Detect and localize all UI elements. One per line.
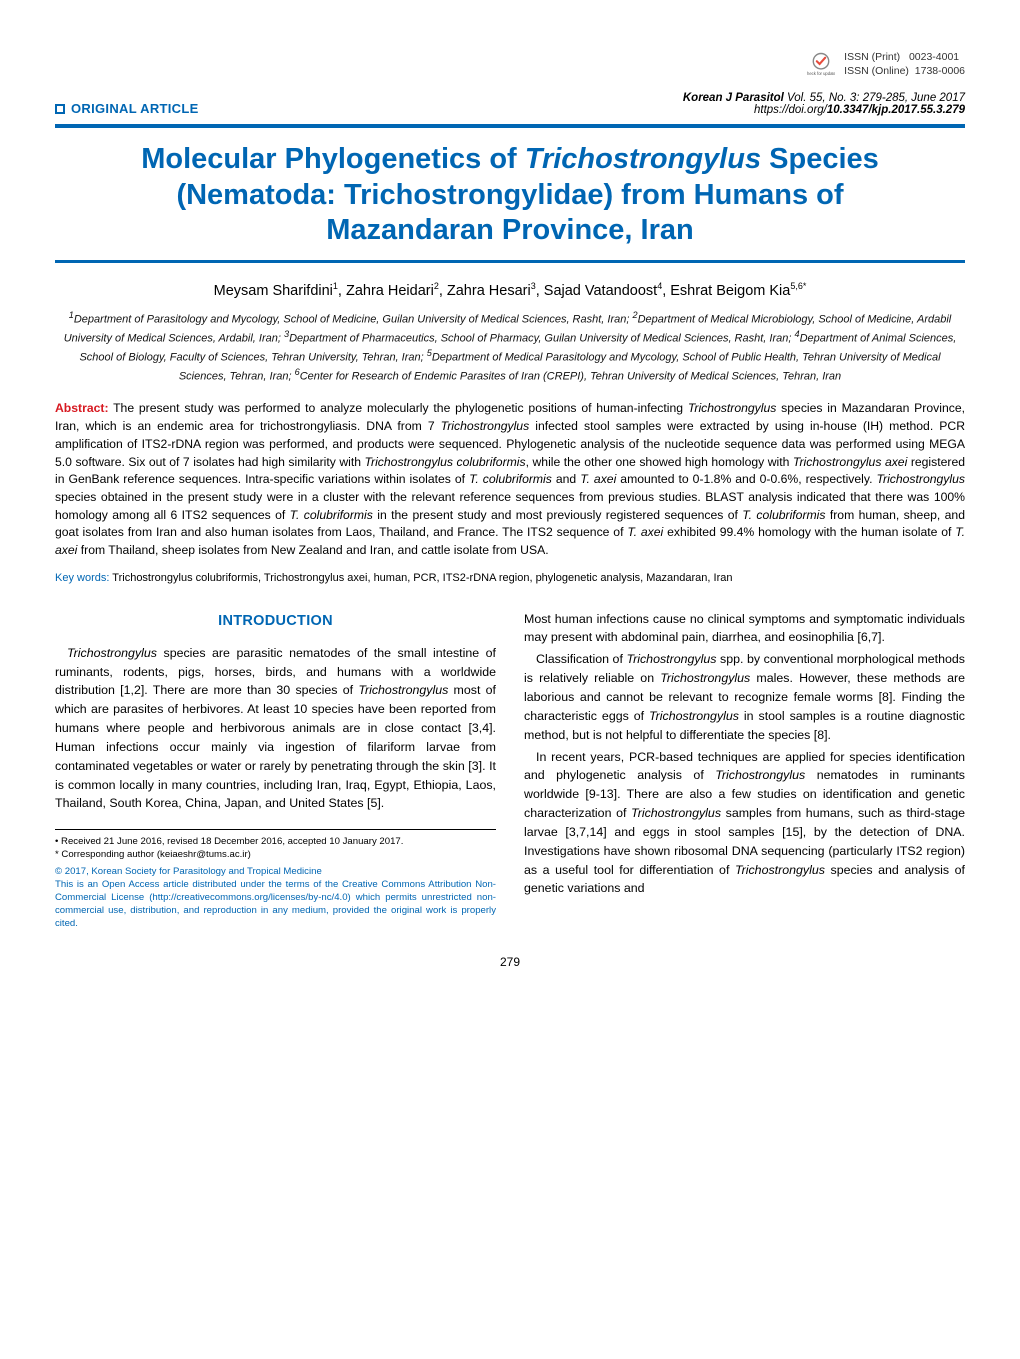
footnote-corresponding: * Corresponding author (keiaeshr@tums.ac… bbox=[55, 849, 496, 862]
crossmark-icon[interactable]: Check for updates bbox=[807, 50, 835, 82]
doi-prefix: https://doi.org/ bbox=[754, 104, 827, 116]
footnote-received: • Received 21 June 2016, revised 18 Dece… bbox=[55, 836, 496, 849]
section-intro-heading: INTRODUCTION bbox=[55, 610, 496, 632]
issn-print-label: ISSN (Print) bbox=[844, 51, 900, 63]
left-column: INTRODUCTION Trichostrongylus species ar… bbox=[55, 610, 496, 931]
issn-online-label: ISSN (Online) bbox=[844, 65, 909, 77]
intro-p1: Trichostrongylus species are parasitic n… bbox=[55, 644, 496, 814]
title-line-1: Molecular Phylogenetics of Trichostrongy… bbox=[141, 143, 879, 175]
keywords-text: Trichostrongylus colubriformis, Trichost… bbox=[112, 572, 732, 584]
authors: Meysam Sharifdini1, Zahra Heidari2, Zahr… bbox=[55, 281, 965, 299]
article-type-text: ORIGINAL ARTICLE bbox=[71, 101, 199, 116]
issn-block: Check for updates ISSN (Print) 0023-4001… bbox=[807, 50, 965, 82]
intro-p3: Classification of Trichostrongylus spp. … bbox=[524, 650, 965, 744]
abstract-label: Abstract: bbox=[55, 401, 109, 415]
article-title: Molecular Phylogenetics of Trichostrongy… bbox=[55, 142, 965, 248]
abstract: Abstract: The present study was performe… bbox=[55, 400, 965, 559]
page-number: 279 bbox=[55, 955, 965, 969]
square-icon bbox=[55, 104, 65, 114]
doi-line[interactable]: https://doi.org/10.3347/kjp.2017.55.3.27… bbox=[683, 104, 965, 116]
keywords-label: Key words: bbox=[55, 572, 109, 584]
title-genus: Trichostrongylus bbox=[525, 143, 761, 175]
article-type-badge: ORIGINAL ARTICLE bbox=[55, 101, 199, 116]
footnote-copyright: © 2017, Korean Society for Parasitology … bbox=[55, 866, 496, 879]
journal-citation: Korean J Parasitol Vol. 55, No. 3: 279-2… bbox=[683, 92, 965, 104]
intro-p4: In recent years, PCR-based techniques ar… bbox=[524, 748, 965, 899]
title-line-2: (Nematoda: Trichostrongylidae) from Huma… bbox=[176, 179, 843, 211]
issn-print: 0023-4001 bbox=[909, 51, 959, 63]
abstract-text: The present study was performed to analy… bbox=[55, 401, 965, 557]
footnote-separator bbox=[55, 829, 496, 830]
intro-p2: Most human infections cause no clinical … bbox=[524, 610, 965, 648]
keywords: Key words: Trichostrongylus colubriformi… bbox=[55, 572, 965, 584]
title-line-3: Mazandaran Province, Iran bbox=[326, 214, 693, 246]
right-column: Most human infections cause no clinical … bbox=[524, 610, 965, 931]
affiliations: 1Department of Parasitology and Mycology… bbox=[61, 309, 959, 384]
svg-text:Check for updates: Check for updates bbox=[807, 71, 835, 76]
rule-top bbox=[55, 124, 965, 128]
rule-under-title bbox=[55, 260, 965, 263]
doi-id: 10.3347/kjp.2017.55.3.279 bbox=[827, 104, 965, 116]
footnote-license: This is an Open Access article distribut… bbox=[55, 879, 496, 931]
journal-vol: Vol. 55, No. 3: 279-285, June 2017 bbox=[787, 92, 965, 104]
journal-name: Korean J Parasitol bbox=[683, 92, 784, 104]
footnotes: • Received 21 June 2016, revised 18 Dece… bbox=[55, 836, 496, 931]
issn-online: 1738-0006 bbox=[915, 65, 965, 77]
